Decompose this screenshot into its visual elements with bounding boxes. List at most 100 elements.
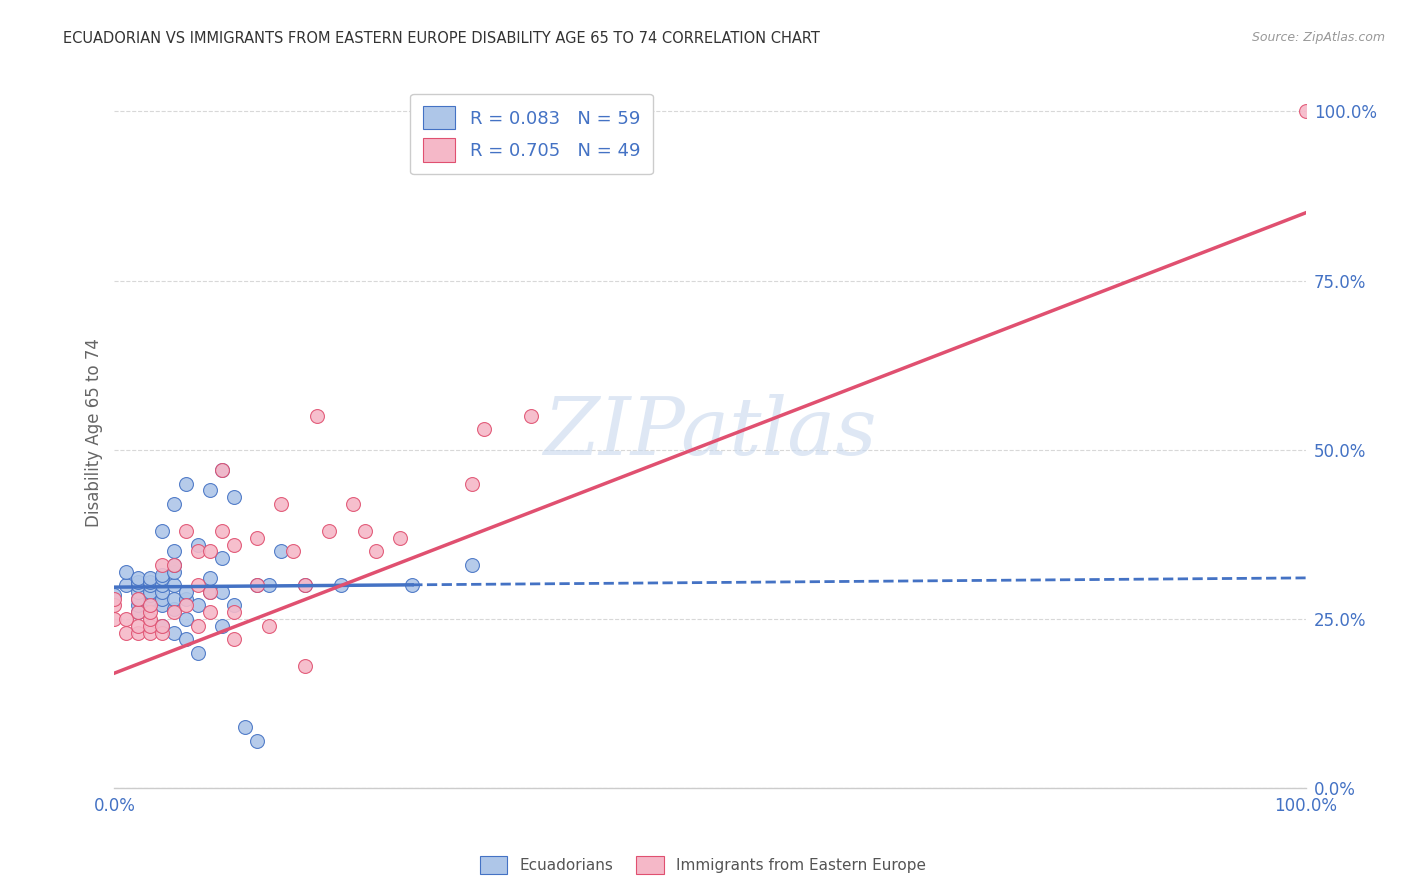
- Point: [187, 578, 209, 592]
- Point: [198, 585, 221, 599]
- Point: [103, 599, 125, 613]
- Point: [174, 632, 197, 647]
- Text: ZIPatlas: ZIPatlas: [543, 394, 877, 472]
- Point: [461, 558, 484, 572]
- Point: [198, 571, 221, 585]
- Point: [139, 605, 162, 619]
- Point: [187, 544, 209, 558]
- Point: [163, 558, 186, 572]
- Point: [139, 585, 162, 599]
- Point: [150, 625, 173, 640]
- Point: [163, 625, 186, 640]
- Point: [174, 476, 197, 491]
- Point: [246, 578, 269, 592]
- Point: [127, 574, 149, 589]
- Point: [305, 409, 328, 423]
- Point: [472, 422, 495, 436]
- Point: [150, 524, 173, 538]
- Point: [222, 605, 245, 619]
- Point: [222, 632, 245, 647]
- Point: [401, 578, 423, 592]
- Text: ECUADORIAN VS IMMIGRANTS FROM EASTERN EUROPE DISABILITY AGE 65 TO 74 CORRELATION: ECUADORIAN VS IMMIGRANTS FROM EASTERN EU…: [63, 31, 820, 46]
- Point: [127, 571, 149, 585]
- Point: [139, 619, 162, 633]
- Point: [259, 578, 281, 592]
- Point: [127, 625, 149, 640]
- Point: [174, 599, 197, 613]
- Point: [150, 619, 173, 633]
- Point: [150, 585, 173, 599]
- Point: [342, 497, 364, 511]
- Point: [139, 571, 162, 585]
- Point: [366, 544, 388, 558]
- Point: [127, 591, 149, 606]
- Point: [139, 599, 162, 613]
- Point: [127, 585, 149, 599]
- Point: [163, 578, 186, 592]
- Point: [127, 591, 149, 606]
- Point: [211, 551, 233, 566]
- Point: [246, 734, 269, 748]
- Point: [139, 612, 162, 626]
- Point: [222, 490, 245, 504]
- Point: [174, 591, 197, 606]
- Point: [139, 625, 162, 640]
- Point: [174, 585, 197, 599]
- Point: [139, 574, 162, 589]
- Point: [163, 605, 186, 619]
- Point: [163, 544, 186, 558]
- Point: [281, 544, 304, 558]
- Point: [150, 591, 173, 606]
- Point: [198, 483, 221, 498]
- Point: [235, 720, 257, 734]
- Point: [270, 497, 292, 511]
- Point: [150, 558, 173, 572]
- Point: [246, 578, 269, 592]
- Point: [187, 646, 209, 660]
- Point: [150, 599, 173, 613]
- Point: [115, 565, 138, 579]
- Point: [150, 568, 173, 582]
- Point: [150, 619, 173, 633]
- Point: [187, 619, 209, 633]
- Point: [198, 585, 221, 599]
- Point: [115, 578, 138, 592]
- Point: [139, 599, 162, 613]
- Text: Source: ZipAtlas.com: Source: ZipAtlas.com: [1251, 31, 1385, 45]
- Point: [163, 558, 186, 572]
- Point: [163, 591, 186, 606]
- Point: [115, 612, 138, 626]
- Point: [139, 578, 162, 592]
- Point: [1295, 104, 1317, 119]
- Point: [270, 544, 292, 558]
- Point: [211, 585, 233, 599]
- Point: [150, 578, 173, 592]
- Point: [163, 602, 186, 616]
- Point: [222, 599, 245, 613]
- Point: [127, 605, 149, 619]
- Point: [103, 588, 125, 602]
- Point: [163, 497, 186, 511]
- Point: [163, 565, 186, 579]
- Point: [353, 524, 375, 538]
- Point: [389, 531, 412, 545]
- Point: [259, 619, 281, 633]
- Point: [127, 599, 149, 613]
- Point: [329, 578, 352, 592]
- Y-axis label: Disability Age 65 to 74: Disability Age 65 to 74: [86, 338, 103, 527]
- Point: [103, 591, 125, 606]
- Point: [211, 524, 233, 538]
- Point: [520, 409, 543, 423]
- Point: [174, 612, 197, 626]
- Point: [127, 578, 149, 592]
- Point: [187, 537, 209, 551]
- Point: [187, 599, 209, 613]
- Legend: R = 0.083   N = 59, R = 0.705   N = 49: R = 0.083 N = 59, R = 0.705 N = 49: [411, 94, 652, 174]
- Point: [198, 544, 221, 558]
- Point: [318, 524, 340, 538]
- Point: [294, 578, 316, 592]
- Point: [127, 605, 149, 619]
- Point: [103, 612, 125, 626]
- Point: [115, 625, 138, 640]
- Point: [150, 571, 173, 585]
